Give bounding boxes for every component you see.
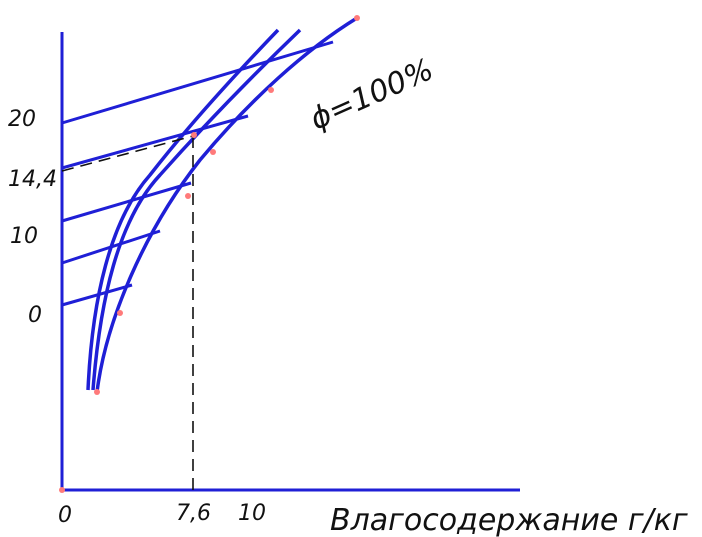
y-tick-20: 20 xyxy=(8,107,36,132)
y-tick-14-4: 14,4 xyxy=(8,167,57,192)
marker-point xyxy=(185,193,191,199)
temp-line-5 xyxy=(61,229,161,265)
saturation-curve-3 xyxy=(95,16,358,393)
dashed-line-horizontal xyxy=(61,135,194,172)
marker-point xyxy=(268,87,274,93)
marker-point xyxy=(94,389,100,395)
phi-label: ϕ=100% xyxy=(305,52,439,137)
temp-line-20 xyxy=(61,40,334,125)
temp-line-0 xyxy=(61,283,133,307)
x-axis-title: Влагосодержание г/кг xyxy=(330,503,688,537)
x-tick-0: 0 xyxy=(58,503,72,528)
marker-point xyxy=(210,149,216,155)
saturation-curve-1 xyxy=(86,28,280,391)
saturation-curve-2 xyxy=(91,28,302,391)
x-tick-10: 10 xyxy=(238,501,266,526)
marker-point xyxy=(59,487,65,493)
y-tick-10: 10 xyxy=(10,224,38,249)
x-tick-7-6: 7,6 xyxy=(176,501,211,526)
markers xyxy=(59,15,360,493)
marker-point xyxy=(354,15,360,21)
temp-line-15 xyxy=(61,114,249,170)
temp-line-10 xyxy=(61,181,192,223)
y-tick-0: 0 xyxy=(28,303,42,328)
marker-point xyxy=(117,310,123,316)
marker-point xyxy=(191,132,197,138)
